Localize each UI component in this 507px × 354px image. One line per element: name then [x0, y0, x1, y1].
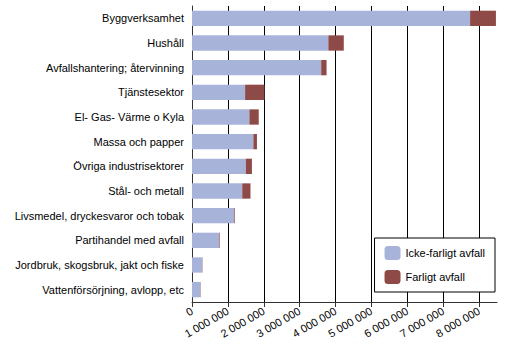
- svg-text:Farligt avfall: Farligt avfall: [406, 271, 465, 283]
- svg-text:1 000 000: 1 000 000: [182, 304, 231, 340]
- svg-text:Livsmedel, dryckesvaror och to: Livsmedel, dryckesvaror och tobak: [15, 210, 185, 222]
- svg-text:0: 0: [184, 305, 195, 318]
- svg-text:Jordbruk, skogsbruk, jakt och: Jordbruk, skogsbruk, jakt och fiske: [15, 259, 184, 271]
- svg-text:Icke-farligt avfall: Icke-farligt avfall: [406, 247, 485, 259]
- svg-text:5 000 000: 5 000 000: [326, 304, 375, 340]
- svg-text:Vattenförsörjning, avlopp, etc: Vattenförsörjning, avlopp, etc: [42, 284, 184, 296]
- svg-text:Massa och papper: Massa och papper: [94, 136, 185, 148]
- svg-text:2 000 000: 2 000 000: [218, 304, 267, 340]
- svg-text:El- Gas- Värme o Kyla: El- Gas- Värme o Kyla: [75, 111, 185, 123]
- svg-text:6 000 000: 6 000 000: [362, 304, 411, 340]
- svg-text:Partihandel med avfall: Partihandel med avfall: [75, 234, 184, 246]
- svg-text:7 000 000: 7 000 000: [397, 304, 447, 340]
- svg-text:Stål- och metall: Stål- och metall: [108, 185, 184, 197]
- svg-text:4 000 000: 4 000 000: [290, 304, 339, 340]
- svg-text:Byggverksamhet: Byggverksamhet: [102, 12, 184, 24]
- svg-text:Avfallshantering; återvinning: Avfallshantering; återvinning: [46, 62, 184, 74]
- svg-text:8 000 000: 8 000 000: [434, 305, 482, 340]
- svg-text:Övriga industrisektorer: Övriga industrisektorer: [73, 160, 184, 172]
- svg-text:3 000 000: 3 000 000: [254, 304, 303, 340]
- svg-text:Tjänstesektor: Tjänstesektor: [118, 86, 184, 98]
- svg-text:Hushåll: Hushåll: [147, 37, 184, 49]
